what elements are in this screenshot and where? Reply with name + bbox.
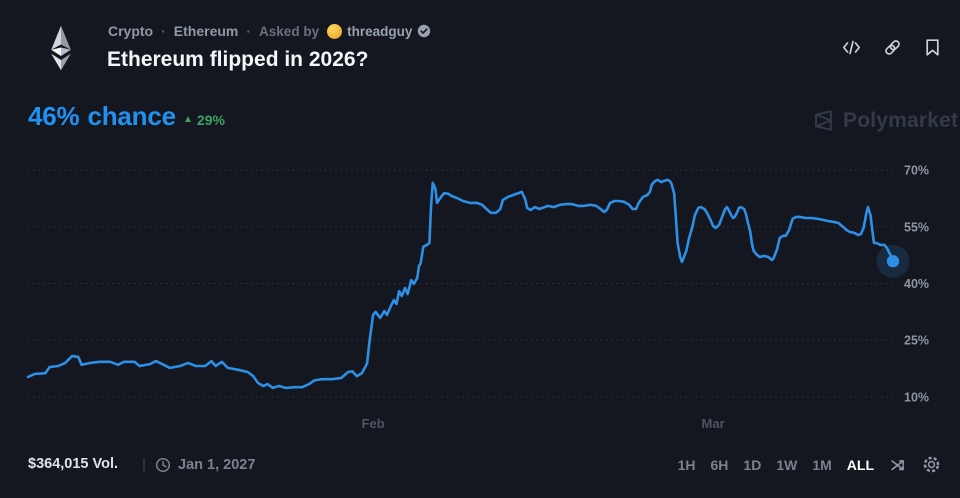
breadcrumb-topic[interactable]: Ethereum xyxy=(173,23,239,39)
end-date-label: Jan 1, 2027 xyxy=(178,457,256,473)
header-actions xyxy=(842,38,941,57)
bookmark-icon[interactable] xyxy=(924,38,941,57)
footer-divider xyxy=(143,458,145,473)
breadcrumb-category[interactable]: Crypto xyxy=(108,23,154,39)
asked-by-label: Asked by xyxy=(259,23,320,39)
probability-value: 46% xyxy=(28,101,80,131)
x-axis-label: Feb xyxy=(362,416,385,431)
range-button-1h[interactable]: 1H xyxy=(677,456,696,473)
range-button-1m[interactable]: 1M xyxy=(812,456,832,473)
embed-code-icon[interactable] xyxy=(842,38,861,57)
probability-label: chance xyxy=(87,101,176,131)
verified-badge-icon xyxy=(418,24,431,38)
probability-change-value: 29% xyxy=(196,112,225,128)
breadcrumb-separator: · xyxy=(161,23,166,39)
y-axis-label: 55% xyxy=(904,220,929,234)
range-button-6h[interactable]: 6H xyxy=(710,456,729,473)
range-button-1w[interactable]: 1W xyxy=(776,456,798,473)
y-axis-label: 70% xyxy=(904,164,929,178)
breadcrumb-separator: · xyxy=(246,23,252,39)
page-title: Ethereum flipped in 2026? xyxy=(107,48,369,71)
time-range-controls: 1H 6H 1D 1W 1M ALL xyxy=(678,455,941,474)
settings-gear-icon[interactable] xyxy=(922,455,941,474)
y-axis-label: 40% xyxy=(904,277,929,291)
author-name: threadguy xyxy=(347,23,413,39)
polymarket-logo-icon xyxy=(815,110,832,131)
probability-line xyxy=(26,178,895,390)
copy-link-icon[interactable] xyxy=(883,38,902,57)
x-axis-label: Mar xyxy=(702,416,725,431)
probability-change: ▲ 29% xyxy=(183,112,225,128)
up-arrow-icon: ▲ xyxy=(183,114,193,125)
y-axis-label: 25% xyxy=(904,334,929,348)
compare-arrows-icon[interactable] xyxy=(889,456,907,474)
probability-readout: 46% chance xyxy=(28,101,176,132)
polymarket-wordmark: Polymarket xyxy=(843,108,959,132)
author-avatar xyxy=(327,23,343,39)
clock-icon xyxy=(155,457,171,473)
range-button-1d[interactable]: 1D xyxy=(743,456,762,473)
range-button-all[interactable]: ALL xyxy=(846,456,874,473)
ethereum-logo-icon xyxy=(50,25,71,70)
breadcrumb: Crypto · Ethereum · Asked by threadguy xyxy=(108,23,431,39)
author-chip[interactable]: threadguy xyxy=(327,23,431,39)
y-axis-label: 10% xyxy=(904,391,929,405)
polymarket-watermark[interactable]: Polymarket xyxy=(811,108,958,133)
market-icon-ethereum xyxy=(29,16,92,79)
volume-label: $364,015 Vol. xyxy=(28,456,119,472)
current-point xyxy=(886,255,900,268)
